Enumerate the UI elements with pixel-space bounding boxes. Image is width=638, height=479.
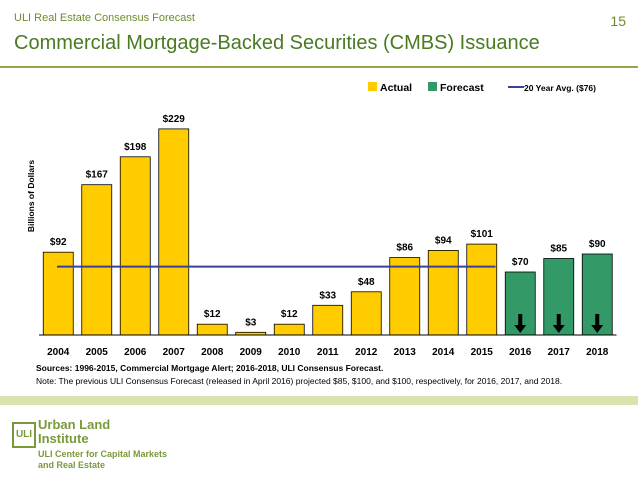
org-center-line1: ULI Center for Capital Markets	[38, 449, 168, 459]
legend-swatch-forecast	[428, 82, 437, 91]
bar-2008	[196, 323, 228, 336]
slide-title: Commercial Mortgage-Backed Securities (C…	[14, 32, 540, 54]
forecast-arrows	[514, 314, 604, 333]
chart-sources: Sources: 1996-2015, Commercial Mortgage …	[36, 363, 384, 373]
bar-2012	[350, 291, 382, 336]
x-tick-2008: 2008	[201, 347, 224, 358]
org-name-line2: Institute	[38, 431, 89, 446]
x-tick-2015: 2015	[471, 347, 494, 358]
report-kicker: ULI Real Estate Consensus Forecast	[14, 12, 195, 24]
value-label-2017: $85	[550, 244, 567, 255]
x-tick-2009: 2009	[240, 347, 263, 358]
down-arrow-icon	[595, 314, 600, 326]
value-label-2012: $48	[358, 277, 375, 288]
value-label-2011: $33	[319, 290, 336, 301]
value-label-2016: $70	[512, 257, 529, 268]
value-labels: $92 $167 $198 $229 $12 $3 $12 $33 $48 $86 $94 $101 $…	[50, 114, 606, 328]
value-label-2015: $101	[471, 229, 494, 240]
page-number: 15	[610, 13, 626, 29]
x-tick-2007: 2007	[163, 347, 186, 358]
value-label-2013: $86	[396, 243, 413, 254]
bar-2010	[273, 323, 305, 336]
x-tick-2014: 2014	[432, 347, 455, 358]
legend-swatch-actual	[368, 82, 377, 91]
header-divider	[0, 66, 638, 68]
value-label-2008: $12	[204, 309, 221, 320]
value-label-2018: $90	[589, 239, 606, 250]
value-label-2009: $3	[245, 317, 257, 328]
bar-2006	[119, 156, 151, 336]
bar-2011	[312, 304, 344, 336]
bar-2005	[81, 184, 113, 336]
cmbs-issuance-chart: Actual Forecast 20 Year Avg. ($76) $92 $167…	[26, 82, 617, 358]
chart-note: Note: The previous ULI Consensus Forecas…	[36, 376, 563, 386]
x-tick-2004: 2004	[47, 347, 70, 358]
value-label-2004: $92	[50, 237, 67, 248]
x-tick-2011: 2011	[317, 347, 339, 358]
org-name-line1: Urban Land	[38, 417, 111, 432]
bar-2014	[427, 249, 459, 336]
bar-2015	[466, 243, 498, 336]
legend-label-average: 20 Year Avg. ($76)	[524, 83, 596, 93]
x-tick-2012: 2012	[355, 347, 378, 358]
value-label-2007: $229	[163, 114, 186, 125]
legend-label-forecast: Forecast	[440, 82, 484, 94]
down-arrow-icon	[514, 325, 527, 333]
x-tick-2016: 2016	[509, 347, 532, 358]
down-arrow-icon	[552, 325, 565, 333]
x-axis: 2004 2005 2006 2007 2008 2009 2010 2011 2012 2013…	[39, 334, 617, 358]
chart-legend: Actual Forecast 20 Year Avg. ($76)	[368, 82, 596, 94]
x-tick-2013: 2013	[394, 347, 417, 358]
x-tick-2006: 2006	[124, 347, 147, 358]
y-axis-label: Billions of Dollars	[26, 160, 36, 233]
down-arrow-icon	[591, 325, 604, 333]
down-arrow-icon	[518, 314, 523, 326]
x-tick-2010: 2010	[278, 347, 301, 358]
bar-2004	[42, 251, 74, 336]
uli-logo-mark: ULI	[12, 422, 36, 448]
value-label-2006: $198	[124, 142, 147, 153]
value-label-2010: $12	[281, 309, 298, 320]
x-tick-2005: 2005	[86, 347, 109, 358]
value-label-2005: $167	[86, 170, 109, 181]
down-arrow-icon	[556, 314, 561, 326]
footer	[0, 405, 638, 479]
footer-band	[0, 396, 638, 405]
x-tick-2018: 2018	[586, 347, 609, 358]
value-label-2014: $94	[435, 235, 452, 246]
bar-2007	[158, 128, 190, 336]
org-center-line2: and Real Estate	[38, 460, 106, 470]
bar-series	[42, 128, 613, 336]
org-center-name: ULI Center for Capital Markets and Real …	[38, 449, 198, 471]
org-name: Urban Land Institute	[38, 418, 128, 446]
x-tick-2017: 2017	[548, 347, 571, 358]
legend-label-actual: Actual	[380, 82, 412, 94]
bar-2013	[389, 257, 421, 336]
